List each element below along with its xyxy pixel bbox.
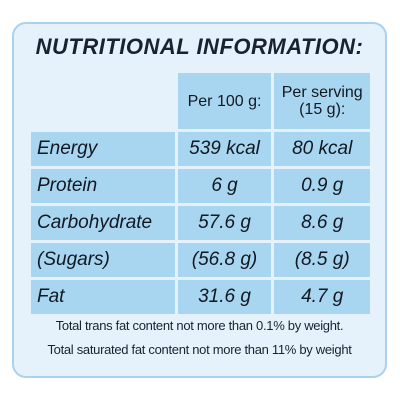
table-row: Carbohydrate 57.6 g 8.6 g — [31, 206, 370, 240]
table-row: (Sugars) (56.8 g) (8.5 g) — [31, 243, 370, 277]
header-per-100g-label: Per 100 g: — [187, 92, 262, 110]
row-per-serving: (8.5 g) — [274, 243, 370, 277]
row-label: Fat — [31, 280, 175, 314]
panel-title: NUTRITIONAL INFORMATION: — [35, 34, 364, 59]
row-per-serving: 0.9 g — [274, 169, 370, 203]
row-per-100g: 31.6 g — [177, 280, 272, 314]
row-per-serving: 8.6 g — [274, 206, 370, 240]
table-row: Energy 539 kcal 80 kcal — [31, 132, 370, 166]
row-per-serving: 80 kcal — [274, 132, 370, 166]
row-per-100g: 57.6 g — [177, 206, 272, 240]
header-per-serving-line1: Per serving — [281, 84, 363, 101]
row-per-serving: 4.7 g — [274, 280, 370, 314]
row-label: Protein — [31, 169, 175, 203]
row-label: Energy — [31, 132, 175, 166]
row-per-100g: (56.8 g) — [177, 243, 272, 277]
row-label: Carbohydrate — [31, 206, 175, 240]
table-row: Fat 31.6 g 4.7 g — [31, 280, 370, 314]
header-per-serving: Per serving (15 g): — [274, 73, 370, 129]
row-per-100g: 6 g — [177, 169, 272, 203]
table-row: Protein 6 g 0.9 g — [31, 169, 370, 203]
footnote-saturated-fat: Total saturated fat content not more tha… — [47, 342, 352, 357]
row-per-100g: 539 kcal — [177, 132, 272, 166]
row-label: (Sugars) — [31, 243, 175, 277]
header-blank-cell — [31, 73, 175, 129]
header-per-serving-line2: (15 g): — [299, 101, 346, 118]
table-header-row: Per 100 g: Per serving (15 g): — [31, 73, 370, 129]
nutrition-table: Per 100 g: Per serving (15 g): Energy 53… — [28, 70, 373, 317]
nutrition-panel: NUTRITIONAL INFORMATION: Per 100 g: Per … — [12, 22, 387, 378]
header-per-100g: Per 100 g: — [177, 73, 272, 129]
footnote-trans-fat: Total trans fat content not more than 0.… — [55, 318, 344, 333]
